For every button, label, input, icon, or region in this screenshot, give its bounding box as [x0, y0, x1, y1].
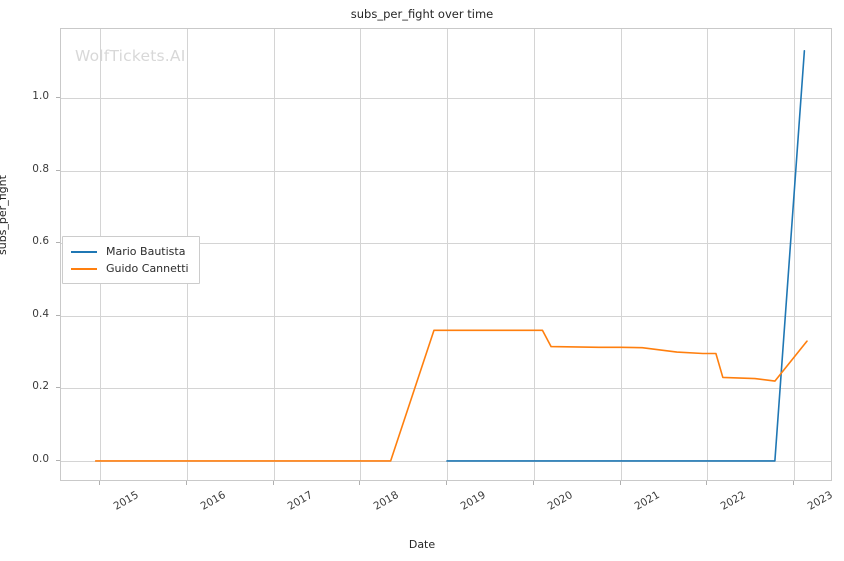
- x-tick-label-2023: 2023: [805, 489, 835, 513]
- y-tick-mark-0.8: [56, 169, 60, 171]
- x-tick-label-2022: 2022: [718, 489, 748, 513]
- y-tick-label-0.0: 0.0: [32, 452, 49, 465]
- y-tick-label-0.2: 0.2: [32, 380, 49, 393]
- x-tick-label-2019: 2019: [458, 489, 488, 513]
- series-line-mario-bautista: [446, 49, 806, 462]
- gridline-vertical-2018: [360, 29, 362, 480]
- legend-item-guido-cannetti[interactable]: Guido Cannetti: [71, 260, 189, 277]
- x-axis-label: Date: [408, 538, 436, 551]
- watermark: WolfTickets.AI: [75, 47, 186, 65]
- gridline-horizontal-0.0: [61, 460, 831, 462]
- legend-swatch-icon: [71, 250, 97, 253]
- y-tick-label-0.6: 0.6: [32, 235, 49, 248]
- x-tick-mark-2019: [446, 481, 447, 485]
- legend-label: Guido Cannetti: [106, 262, 189, 275]
- page-title: subs_per_fight over time: [350, 7, 494, 21]
- y-tick-mark-1.0: [56, 97, 60, 98]
- y-tick-mark-0.6: [56, 242, 60, 244]
- x-tick-mark-2016: [185, 481, 187, 485]
- y-tick-mark-0.2: [56, 387, 60, 389]
- legend-label: Mario Bautista: [106, 245, 186, 258]
- series-line-guido-cannetti: [94, 329, 808, 462]
- x-tick-mark-2021: [619, 481, 621, 485]
- gridline-vertical-2023: [794, 29, 795, 480]
- gridline-vertical-2022: [707, 29, 709, 480]
- x-tick-mark-2023: [793, 481, 794, 485]
- x-tick-label-2021: 2021: [632, 489, 662, 513]
- x-tick-mark-2020: [532, 481, 534, 485]
- x-tick-label-2018: 2018: [371, 489, 402, 513]
- y-axis-label: subs_per_fight: [0, 175, 9, 255]
- x-tick-label-2016: 2016: [198, 489, 228, 513]
- y-tick-label-0.8: 0.8: [32, 162, 49, 175]
- x-tick-mark-2018: [359, 481, 361, 485]
- gridline-horizontal-0.8: [61, 170, 831, 172]
- x-tick-label-2015: 2015: [111, 489, 141, 513]
- gridline-horizontal-1.0: [61, 98, 831, 99]
- x-tick-label-2017: 2017: [285, 489, 315, 513]
- y-tick-mark-0.0: [56, 459, 60, 461]
- y-tick-mark-0.4: [56, 314, 60, 316]
- gridline-horizontal-0.2: [61, 388, 831, 390]
- series-lines: [94, 49, 808, 462]
- x-tick-label-2020: 2020: [545, 489, 575, 513]
- legend: Mario Bautista Guido Cannetti: [62, 236, 200, 284]
- legend-item-mario-bautista[interactable]: Mario Bautista: [71, 243, 189, 260]
- x-tick-mark-2015: [99, 481, 100, 485]
- gridline-vertical-2017: [273, 29, 275, 480]
- legend-swatch-icon: [71, 267, 97, 270]
- x-tick-mark-2022: [706, 481, 708, 485]
- y-tick-label-0.4: 0.4: [32, 307, 49, 320]
- y-tick-label-1.0: 1.0: [32, 90, 49, 102]
- gridline-vertical-2019: [447, 29, 448, 480]
- gridline-horizontal-0.6: [61, 243, 831, 245]
- gridline-vertical-2020: [533, 29, 535, 480]
- gridline-horizontal-0.4: [61, 315, 831, 317]
- gridline-vertical-2021: [620, 29, 622, 480]
- x-tick-mark-2017: [272, 481, 274, 485]
